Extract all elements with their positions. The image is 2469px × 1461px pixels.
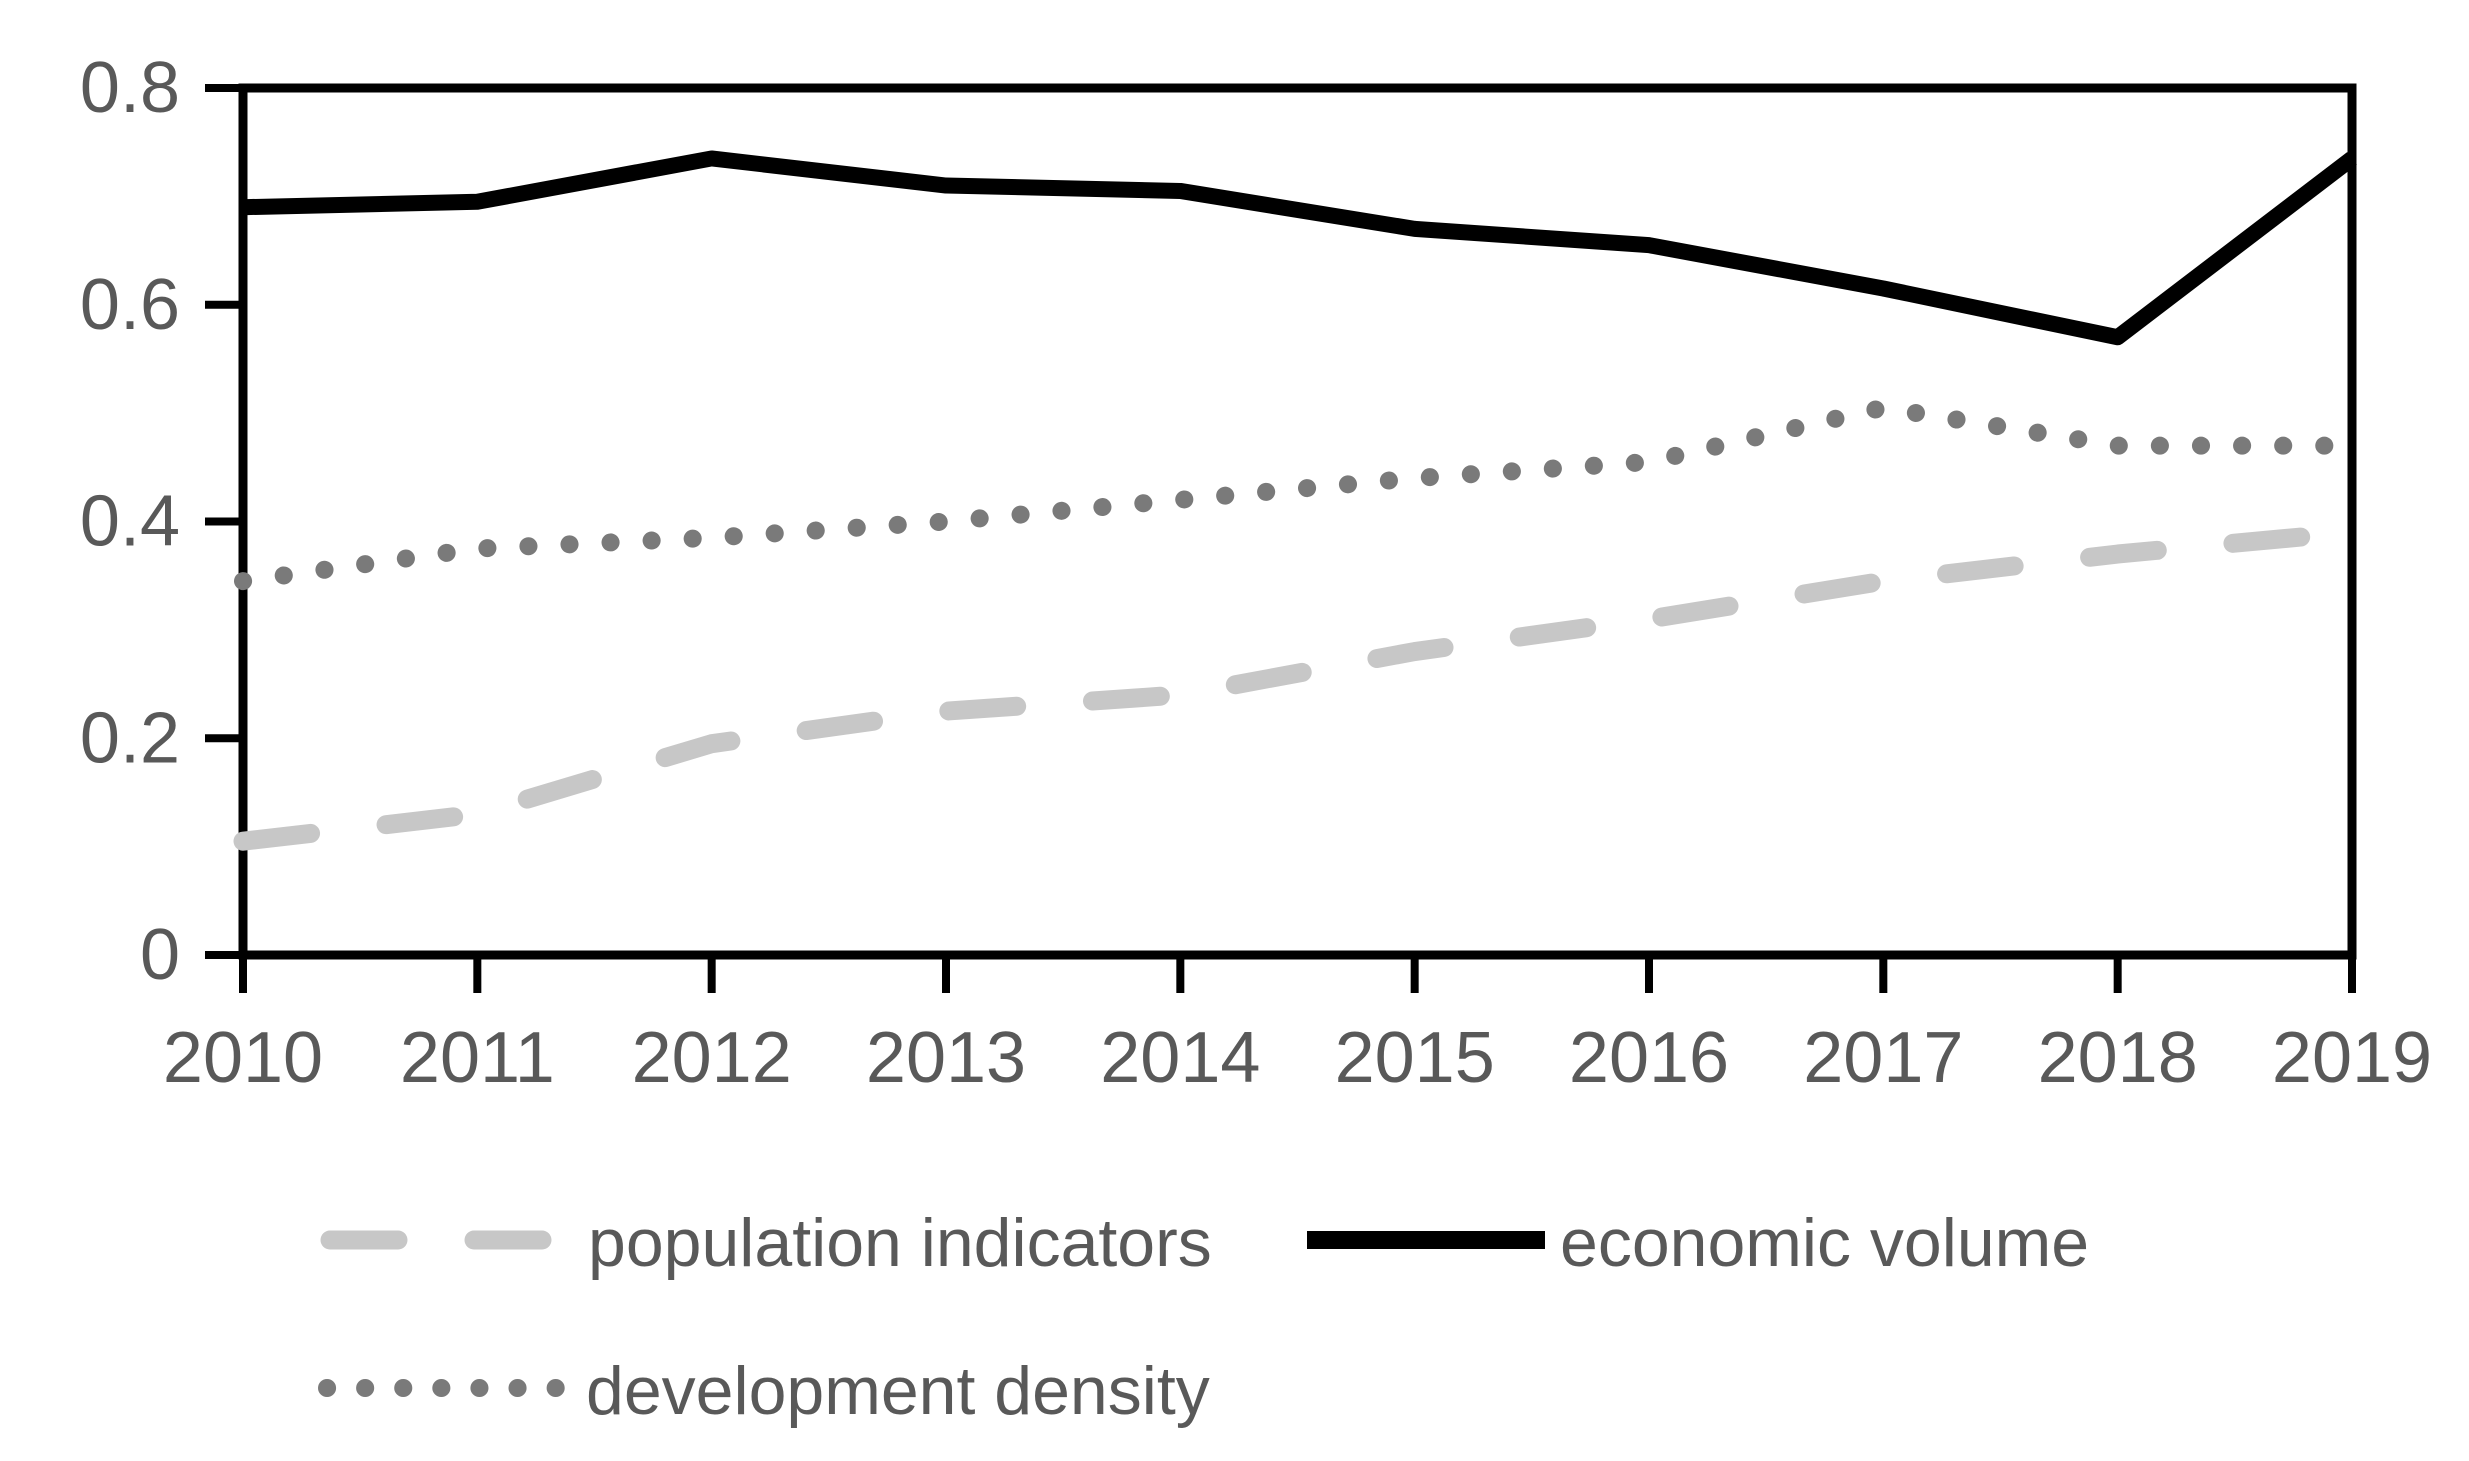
x-tick-label-2019: 2019 [2272,1018,2432,1098]
legend-label-development-density: development density [586,1353,1210,1429]
x-tick-label-2012: 2012 [632,1018,792,1098]
x-tick-label-2010: 2010 [163,1018,323,1098]
x-axis-tick-labels: 2010 2011 2012 2013 2014 2015 2016 2017 2018 2019 [163,1018,2432,1098]
series-lines [233,150,2362,851]
plot-area-border [238,83,2357,960]
legend: population indicators economic volume de… [318,1205,2089,1429]
x-tick-label-2018: 2018 [2038,1018,2198,1098]
y-tick-label-0.4: 0.4 [80,482,180,562]
y-axis-ticks [205,84,243,959]
series-line-development-density [234,398,2361,591]
series-line-population-indicators [233,522,2362,851]
x-tick-label-2014: 2014 [1100,1018,1260,1098]
legend-label-economic-volume: economic volume [1560,1205,2089,1281]
y-tick-label-0.2: 0.2 [80,698,180,778]
legend-label-population-indicators: population indicators [588,1205,1212,1281]
x-tick-label-2015: 2015 [1335,1018,1495,1098]
y-tick-label-0: 0 [140,915,180,995]
x-tick-label-2017: 2017 [1803,1018,1963,1098]
series-line-economic-volume [242,150,2357,346]
y-tick-label-0.8: 0.8 [80,48,180,128]
x-tick-label-2011: 2011 [400,1018,555,1098]
y-tick-label-0.6: 0.6 [80,265,180,345]
y-axis-tick-labels: 0 0.2 0.4 0.6 0.8 [80,48,180,995]
x-axis-ticks [239,955,2356,993]
x-tick-label-2016: 2016 [1569,1018,1729,1098]
x-tick-label-2013: 2013 [866,1018,1026,1098]
